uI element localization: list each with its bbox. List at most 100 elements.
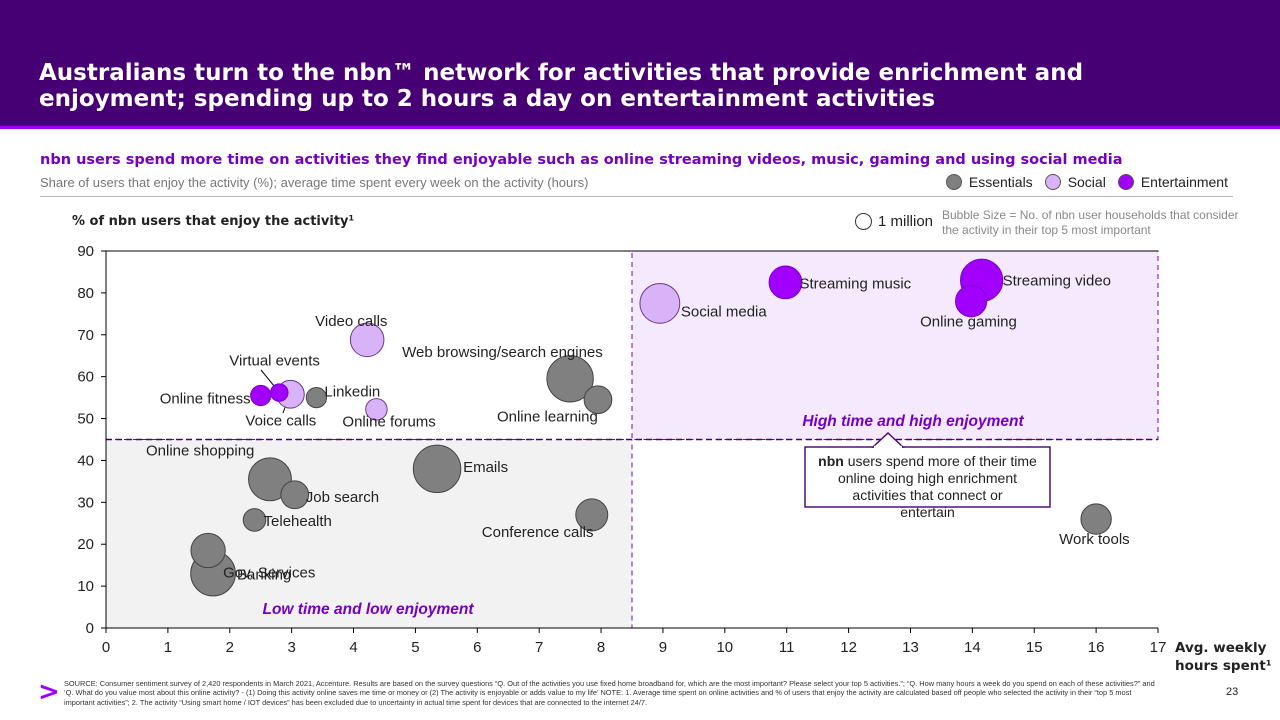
x-tick-label: 2 [226, 639, 234, 656]
legend-label: Entertainment [1140, 174, 1228, 190]
annotation-box [804, 446, 1051, 508]
y-axis-title: % of nbn users that enjoy the activity¹ [72, 214, 355, 229]
y-tick-label: 40 [77, 452, 94, 469]
x-tick-label: 6 [473, 639, 481, 656]
bubble-online-gaming [955, 285, 988, 318]
bubble-video-calls [349, 322, 385, 358]
x-axis-title: Avg. weekly hours spent¹ [1175, 640, 1272, 674]
bubble-size-note: Bubble Size = No. of nbn user households… [942, 208, 1239, 237]
x-tick-label: 8 [597, 639, 605, 656]
page-title: Australians turn to the nbn™ network for… [39, 60, 1084, 112]
header-accent-rule [0, 126, 1280, 129]
legend-label: Social [1067, 174, 1106, 190]
bubble-online-fitness [250, 384, 272, 407]
annotation-text: nbn users spend more of their time [818, 453, 1037, 469]
x-tick-label: 15 [1026, 639, 1043, 656]
bubble-online-learning [583, 385, 613, 415]
y-tick-label: 10 [77, 578, 94, 595]
quadrant-low [105, 439, 633, 629]
bubble-conference-calls [575, 498, 609, 532]
x-tick-label: 5 [411, 639, 419, 656]
annotation-text: online doing high enrichment [838, 470, 1017, 486]
x-tick-label: 3 [287, 639, 295, 656]
x-tick-label: 7 [535, 639, 543, 656]
y-tick-label: 50 [77, 411, 94, 428]
bubble-work-tools [1080, 503, 1112, 535]
bubble-label: Online learning [497, 409, 598, 426]
bubble-label: Work tools [1059, 531, 1130, 548]
x-tick-label: 17 [1150, 639, 1167, 656]
x-tick-label: 1 [164, 639, 172, 656]
bubble-gov-services [190, 532, 226, 569]
x-tick-label: 4 [349, 639, 357, 656]
bubble-label: Conference calls [482, 524, 594, 541]
bubble-label: Social media [681, 303, 768, 320]
x-tick-label: 13 [902, 639, 919, 656]
section-divider [40, 196, 1233, 197]
bubble-label: Voice calls [245, 412, 316, 429]
bubble-label: Video calls [315, 313, 387, 330]
bubble-telehealth [242, 508, 267, 532]
y-tick-label: 20 [77, 536, 94, 553]
x-tick-label: 11 [779, 639, 795, 656]
y-tick-label: 80 [77, 285, 94, 302]
y-tick-label: 90 [77, 243, 94, 260]
bubble-label: Gov. Services [223, 565, 315, 582]
bubble-emails [412, 444, 462, 494]
y-tick-label: 60 [77, 369, 94, 386]
size-key-label: 1 million [878, 213, 934, 230]
bubble-label: Telehealth [264, 513, 332, 530]
bubble-online-shopping [248, 457, 292, 502]
bubble-streaming-music [768, 265, 803, 300]
bubble-label: Emails [463, 459, 508, 476]
header-banner [0, 0, 1280, 126]
legend-item-social: Social [1044, 174, 1106, 190]
quadrant-high [631, 250, 1159, 440]
bubble-size-key: 1 million [855, 213, 933, 230]
annotation-text: entertain [900, 504, 954, 520]
x-tick-label: 12 [840, 639, 857, 656]
annotation-text: activities that connect or [852, 487, 1003, 503]
bubble-label: Online fitness [160, 391, 251, 408]
bubble-label: Online shopping [146, 442, 254, 459]
x-tick-label: 0 [102, 639, 110, 656]
bubble-label: Linkedin [324, 384, 380, 401]
legend: Essentials Social Entertainment [934, 174, 1228, 190]
chart-subtitle: nbn users spend more time on activities … [40, 152, 1123, 168]
y-tick-label: 30 [77, 494, 94, 511]
legend-label: Essentials [968, 174, 1033, 190]
bubble-web-browsing-search-engines [546, 355, 594, 403]
bubble-linkedin [305, 386, 328, 409]
bubble-social-media [639, 282, 681, 324]
accenture-logo: > [38, 677, 60, 707]
bubble-job-search [280, 480, 310, 510]
page-number: 23 [1226, 686, 1239, 698]
bubble-label: Streaming video [1003, 272, 1111, 289]
bubble-label: Streaming music [799, 275, 911, 292]
y-tick-label: 70 [77, 327, 94, 344]
legend-swatch-essentials [945, 174, 962, 190]
bubble-label: Web browsing/search engines [402, 344, 603, 361]
x-tick-label: 16 [1088, 639, 1105, 656]
source-note: SOURCE: Consumer sentiment survey of 2,4… [64, 679, 1155, 707]
bubble-label: Virtual events [229, 353, 320, 370]
x-tick-label: 9 [659, 639, 667, 656]
legend-swatch-entertainment [1117, 174, 1134, 190]
legend-item-essentials: Essentials [945, 174, 1033, 190]
legend-swatch-social [1044, 174, 1061, 190]
bubble-online-forums [365, 398, 388, 421]
bubble-label: Online gaming [920, 313, 1017, 330]
bubble-label: Banking [237, 567, 291, 584]
x-tick-label: 10 [716, 639, 733, 656]
y-tick-label: 0 [86, 620, 94, 637]
x-tick-label: 14 [964, 639, 981, 656]
bubble-label: Online forums [342, 413, 435, 430]
quadrant-low-label: Low time and low enjoyment [263, 601, 475, 618]
bubble-label: Job search [306, 489, 379, 506]
chart-caption: Share of users that enjoy the activity (… [40, 175, 589, 190]
quadrant-high-label: High time and high enjoyment [802, 413, 1024, 430]
bubble-virtual-events [270, 383, 289, 402]
legend-item-entertainment: Entertainment [1117, 174, 1228, 190]
size-key-circle [855, 213, 872, 230]
